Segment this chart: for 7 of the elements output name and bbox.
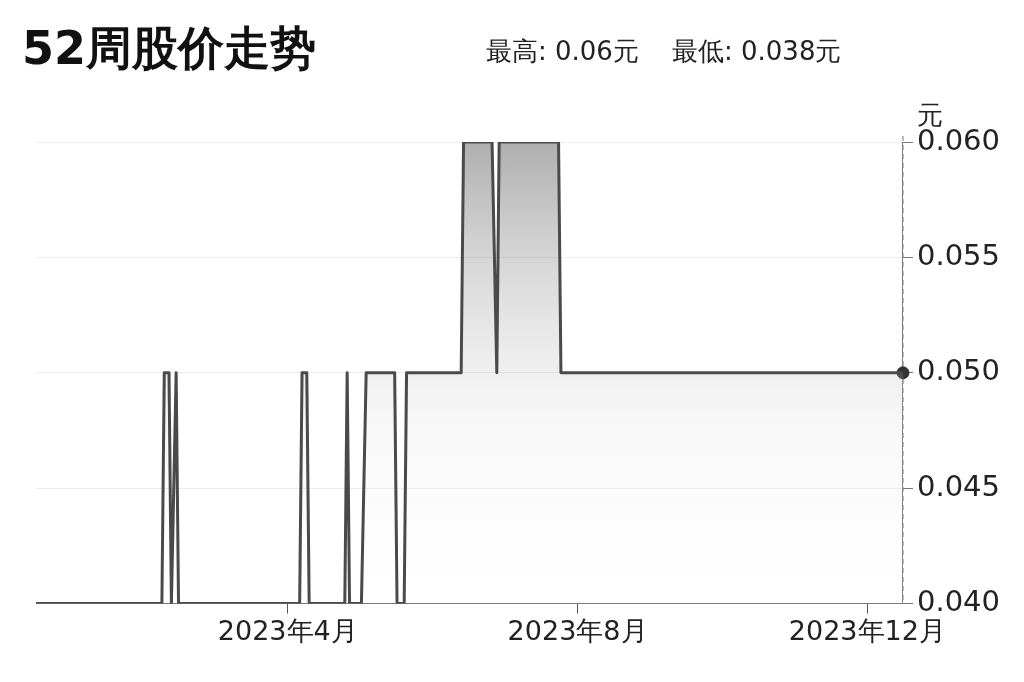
x-tick-label: 2023年8月	[507, 614, 648, 646]
y-tick-label: 0.045	[916, 468, 1001, 503]
y-tick-label: 0.050	[916, 353, 1001, 388]
chart-title: 52周股价走势	[22, 20, 317, 77]
y-tick-label: 0.055	[916, 237, 1001, 272]
chart-subtitle: 最高: 0.06元 最低: 0.038元	[486, 35, 842, 68]
x-tick-label: 2023年4月	[217, 614, 358, 646]
